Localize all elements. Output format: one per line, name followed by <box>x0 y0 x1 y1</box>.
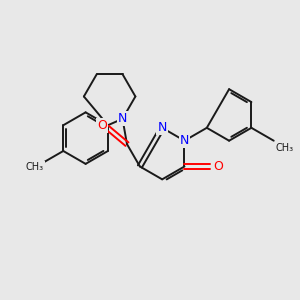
Text: N: N <box>118 112 127 125</box>
Text: CH₃: CH₃ <box>276 143 294 153</box>
Text: N: N <box>158 121 167 134</box>
Text: O: O <box>213 160 223 173</box>
Text: CH₃: CH₃ <box>26 162 44 172</box>
Text: O: O <box>98 119 107 132</box>
Text: N: N <box>180 134 189 147</box>
